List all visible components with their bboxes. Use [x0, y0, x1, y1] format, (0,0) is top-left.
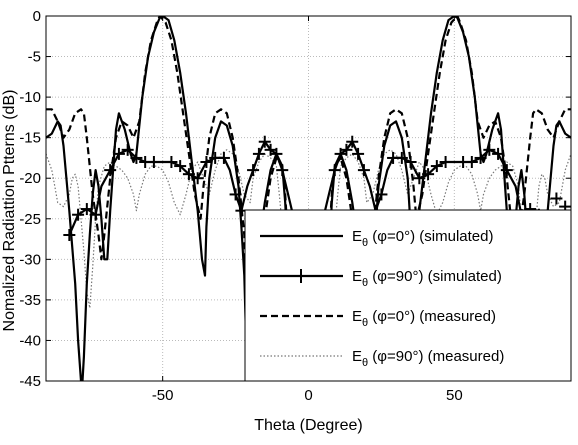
- series-line: [46, 16, 571, 381]
- series-marker: [182, 168, 195, 181]
- series-marker: [229, 188, 242, 201]
- y-tick-label: -45: [19, 373, 41, 390]
- series-marker: [465, 156, 478, 168]
- series-marker: [112, 147, 125, 160]
- series-marker: [413, 172, 426, 185]
- legend-box: [244, 209, 572, 382]
- series-marker: [72, 208, 85, 221]
- x-axis-label: Theta (Degree): [254, 417, 363, 434]
- y-tick-label: -40: [19, 332, 41, 349]
- series-marker: [165, 156, 178, 168]
- series-marker: [80, 203, 93, 216]
- series-marker: [439, 156, 452, 168]
- series-marker: [375, 188, 388, 201]
- series-marker: [174, 160, 187, 173]
- legend-label: Eθ (φ=90°) (simulated): [352, 268, 502, 289]
- series-marker: [252, 147, 265, 160]
- series-marker: [422, 168, 435, 181]
- series-marker: [217, 151, 230, 164]
- y-tick-label: -5: [28, 49, 41, 66]
- x-tick-label: 0: [304, 387, 312, 404]
- series-line: [46, 149, 571, 309]
- series-marker: [191, 172, 204, 185]
- legend-label: Eθ (φ=90°) (measured): [352, 348, 504, 369]
- series-marker: [258, 135, 271, 148]
- y-tick-label: -25: [19, 211, 41, 228]
- series-marker: [352, 147, 365, 160]
- x-tick-label: 50: [446, 387, 463, 404]
- y-tick-label: 0: [33, 8, 41, 25]
- y-tick-label: -35: [19, 292, 41, 309]
- series-marker: [404, 156, 417, 168]
- series-marker: [121, 143, 134, 156]
- series-marker: [328, 164, 341, 177]
- series-marker: [483, 143, 496, 156]
- x-tick-label: -50: [152, 387, 174, 404]
- y-tick-label: -20: [19, 170, 41, 187]
- series-marker: [395, 151, 408, 164]
- series-marker: [63, 229, 76, 241]
- series-marker: [430, 160, 443, 173]
- series-marker: [357, 164, 370, 177]
- y-tick-label: -30: [19, 251, 41, 268]
- series-marker: [474, 151, 487, 164]
- series-marker: [89, 208, 102, 221]
- series-marker: [492, 147, 505, 160]
- series-marker: [276, 164, 289, 177]
- series-marker: [147, 156, 160, 168]
- series-marker: [346, 135, 359, 148]
- legend: Eθ (φ=0°) (simulated) Eθ (φ=90°) (simulat…: [244, 209, 572, 382]
- y-tick-label: -15: [19, 130, 41, 147]
- y-axis-label: Nomalized Radiattion Ptterns (dB): [1, 90, 18, 332]
- series-marker: [200, 156, 213, 168]
- axis-ticks: -50 0 50 0 -5 -10 -15 -20 -25 -30 -35 -40 -45: [19, 8, 571, 404]
- series-marker: [130, 151, 143, 164]
- series-marker: [500, 164, 513, 177]
- series-marker: [340, 143, 353, 156]
- series-marker: [247, 164, 260, 177]
- series-marker: [104, 164, 117, 177]
- grid-lines: [46, 16, 571, 381]
- legend-label: Eθ (φ=0°) (measured): [352, 308, 496, 329]
- legend-label: Eθ (φ=0°) (simulated): [352, 228, 493, 249]
- series-marker: [550, 192, 563, 205]
- series-marker: [270, 147, 283, 160]
- y-tick-label: -10: [19, 89, 41, 106]
